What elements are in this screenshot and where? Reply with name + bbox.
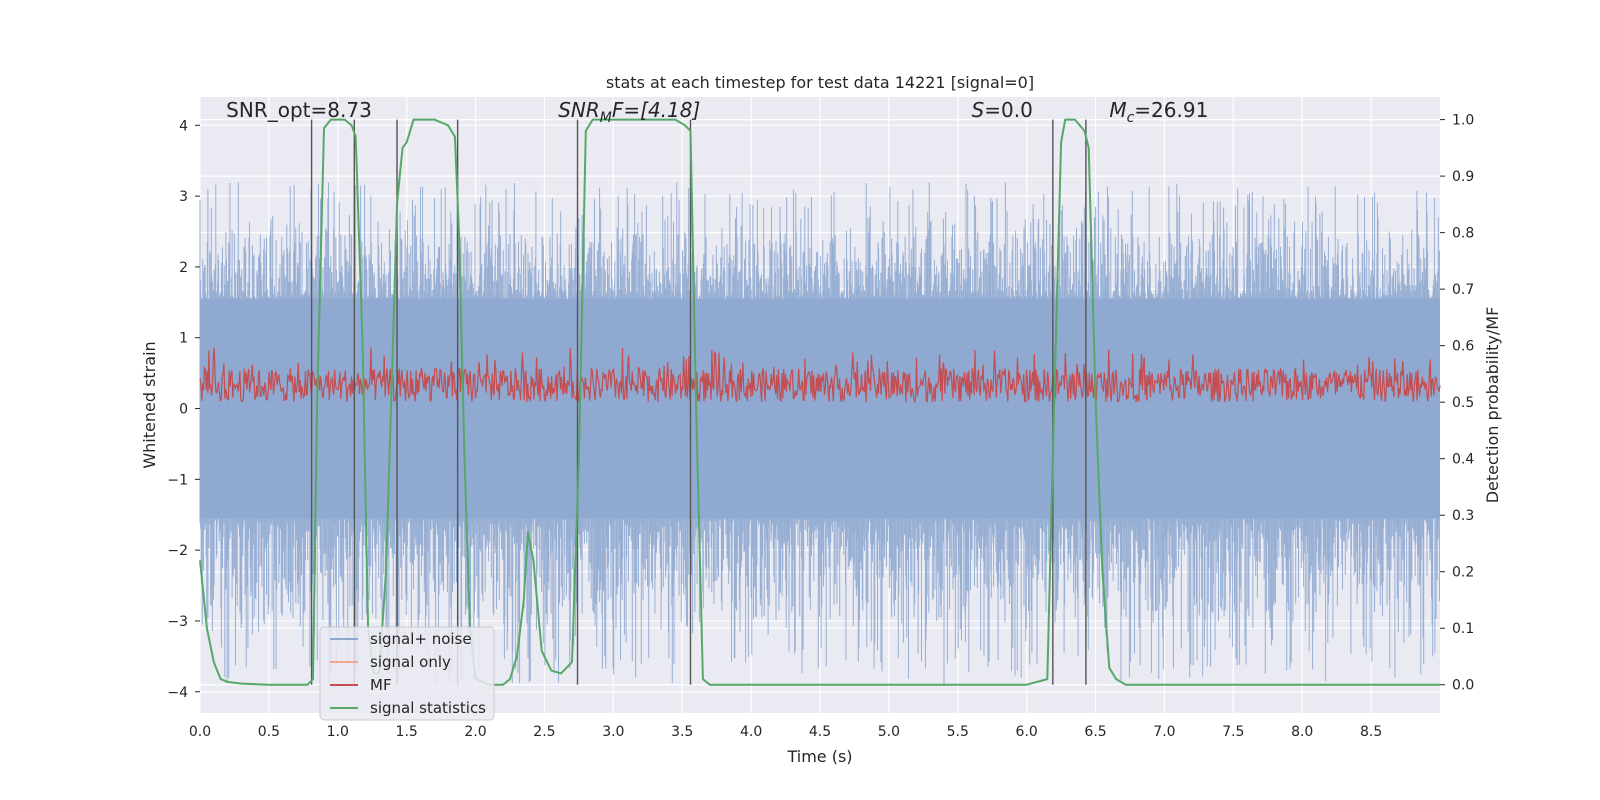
y2-tick-label: 0.7 <box>1452 282 1474 298</box>
legend-box <box>319 626 495 721</box>
x-tick-label: 3.5 <box>671 724 693 740</box>
y-tick-label: 1 <box>179 331 188 347</box>
signal-statistics-series <box>199 118 1440 686</box>
y-axis-label: Whitened strain <box>140 341 159 468</box>
x-tick-label: 6.0 <box>1016 724 1038 740</box>
y2-tick-label: 0.1 <box>1452 621 1474 637</box>
y2-tick-label: 0.2 <box>1452 565 1474 581</box>
chart-title: stats at each timestep for test data 142… <box>606 73 1034 92</box>
y2-tick-label: 0.5 <box>1452 395 1474 411</box>
x-tick-labels: 0.0 0.5 1.0 1.5 2.0 2.5 3.0 3.5 4.0 4.5 5.0 5.5 6.0 6… <box>189 724 1382 740</box>
y-tick-label: −2 <box>167 543 188 559</box>
y-tick-label: 3 <box>179 189 188 205</box>
vertical-markers <box>310 119 1087 685</box>
y-tick-label: 2 <box>179 260 188 276</box>
y-tick-labels: 4 3 2 1 0 −1 −2 −3 −4 <box>167 118 200 701</box>
y2-tick-label: 0.0 <box>1452 678 1474 694</box>
annotations: SNR_opt=8.73 SNRMF=[4.18] S=0.0 Mc=26.91 <box>226 98 1208 126</box>
y2-tick-label: 0.3 <box>1452 508 1474 524</box>
mf-series <box>199 347 1441 404</box>
x-tick-label: 0.0 <box>189 724 211 740</box>
x-tick-label: 4.0 <box>740 724 762 740</box>
annotation-snrmf: SNRMF=[4.18] <box>558 98 700 126</box>
annotation-italic: S=0.0 <box>972 98 1033 122</box>
legend: signal+ noise signal only MF signal stat… <box>319 626 495 721</box>
y2-tick-label: 0.9 <box>1452 169 1474 185</box>
x-tick-label: 3.0 <box>602 724 624 740</box>
y2-tick-label: 0.8 <box>1452 226 1474 242</box>
x-tick-label: 6.5 <box>1084 724 1106 740</box>
x-tick-label: 8.0 <box>1291 724 1313 740</box>
legend-label-mf: MF <box>370 676 392 694</box>
annotation-mc: Mc=26.91 <box>1109 98 1208 126</box>
x-tick-label: 5.5 <box>947 724 969 740</box>
y2-tick-label: 0.6 <box>1452 339 1474 355</box>
y2-tick-label: 1.0 <box>1452 113 1474 129</box>
y-tick-label: −1 <box>167 472 188 488</box>
legend-label-signal-noise: signal+ noise <box>370 630 472 648</box>
x-tick-label: 1.5 <box>396 724 418 740</box>
y-tick-label: −4 <box>167 685 188 701</box>
x-tick-label: 0.5 <box>258 724 280 740</box>
legend-label-signal-only: signal only <box>370 653 451 671</box>
signal-statistics-line <box>199 118 1440 686</box>
y-tick-label: 0 <box>179 402 188 418</box>
x-tick-label: 7.5 <box>1222 724 1244 740</box>
x-tick-label: 1.0 <box>327 724 349 740</box>
x-tick-label: 7.0 <box>1153 724 1175 740</box>
y2-tick-label: 0.4 <box>1452 452 1474 468</box>
y-tick-label: −3 <box>167 614 188 630</box>
annotation-plain: SNR_opt=8.73 <box>226 98 372 122</box>
x-tick-label: 8.5 <box>1360 724 1382 740</box>
mf-line <box>199 347 1441 404</box>
x-tick-label: 2.5 <box>533 724 555 740</box>
x-tick-label: 2.0 <box>464 724 486 740</box>
y-tick-label: 4 <box>179 118 188 134</box>
y2-tick-labels: 1.0 0.9 0.8 0.7 0.6 0.5 0.4 0.3 0.2 0.1 0.0 <box>1440 113 1474 694</box>
signal-noise-series <box>199 182 1440 685</box>
x-tick-label: 5.0 <box>878 724 900 740</box>
x-tick-label: 4.5 <box>809 724 831 740</box>
x-axis-label: Time (s) <box>786 747 852 766</box>
legend-label-signal-statistics: signal statistics <box>370 699 486 717</box>
y2-axis-label: Detection probability/MF <box>1483 307 1502 504</box>
